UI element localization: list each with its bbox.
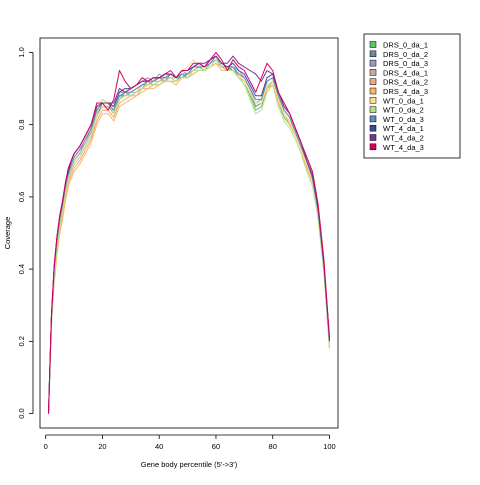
- legend-swatch: [369, 124, 377, 132]
- plot-frame: [39, 37, 339, 429]
- legend-swatch: [369, 50, 377, 58]
- legend-swatch: [369, 87, 377, 95]
- series-line-DRS_4_da_2: [48, 62, 330, 414]
- legend-label: DRS_4_da_1: [383, 68, 428, 77]
- x-tick-label: 40: [155, 442, 163, 451]
- legend-label: WT_4_da_2: [383, 134, 424, 143]
- y-tick-label: 0.4: [17, 264, 26, 274]
- legend-swatch: [369, 115, 377, 123]
- x-tick-label: 20: [98, 442, 106, 451]
- x-tick-label: 0: [44, 442, 48, 451]
- legend: DRS_0_da_1DRS_0_da_2DRS_0_da_3DRS_4_da_1…: [363, 33, 461, 159]
- series-line-WT_4_da_3: [48, 51, 330, 414]
- legend-swatch: [369, 59, 377, 67]
- legend-label: WT_0_da_2: [383, 106, 424, 115]
- legend-label: DRS_0_da_2: [383, 50, 428, 59]
- legend-swatch: [369, 78, 377, 85]
- legend-frame: [363, 33, 461, 159]
- y-tick-label: 0.0: [17, 408, 26, 418]
- legend-swatch: [369, 143, 377, 151]
- legend-swatch: [369, 106, 377, 113]
- y-tick-label: 0.6: [17, 192, 26, 202]
- legend-swatch: [369, 41, 377, 48]
- legend-label: WT_0_da_3: [383, 115, 424, 124]
- y-tick-label: 0.8: [17, 119, 26, 129]
- legend-label: DRS_4_da_2: [383, 78, 428, 87]
- legend-swatch: [369, 97, 377, 104]
- series-line-WT_0_da_2: [48, 59, 330, 414]
- y-axis-label: Coverage: [3, 217, 12, 250]
- legend-label: DRS_0_da_1: [383, 41, 428, 50]
- series-line-DRS_4_da_1: [48, 59, 330, 414]
- series-line-DRS_0_da_2: [48, 59, 330, 414]
- x-tick-label: 60: [212, 442, 220, 451]
- x-tick-label: 80: [269, 442, 277, 451]
- legend-label: WT_4_da_3: [383, 143, 424, 152]
- legend-label: WT_4_da_1: [383, 124, 424, 133]
- y-tick-label: 1.0: [17, 47, 26, 57]
- legend-label: DRS_4_da_3: [383, 87, 428, 96]
- legend-swatch: [369, 134, 377, 141]
- legend-swatch: [369, 69, 377, 76]
- x-axis-label: Gene body percentile (5'->3'): [141, 460, 238, 469]
- legend-label: DRS_0_da_3: [383, 59, 428, 68]
- series-line-DRS_4_da_3: [48, 62, 330, 414]
- legend-label: WT_0_da_1: [383, 96, 424, 105]
- y-tick-label: 0.2: [17, 336, 26, 346]
- x-tick-label: 100: [323, 442, 336, 451]
